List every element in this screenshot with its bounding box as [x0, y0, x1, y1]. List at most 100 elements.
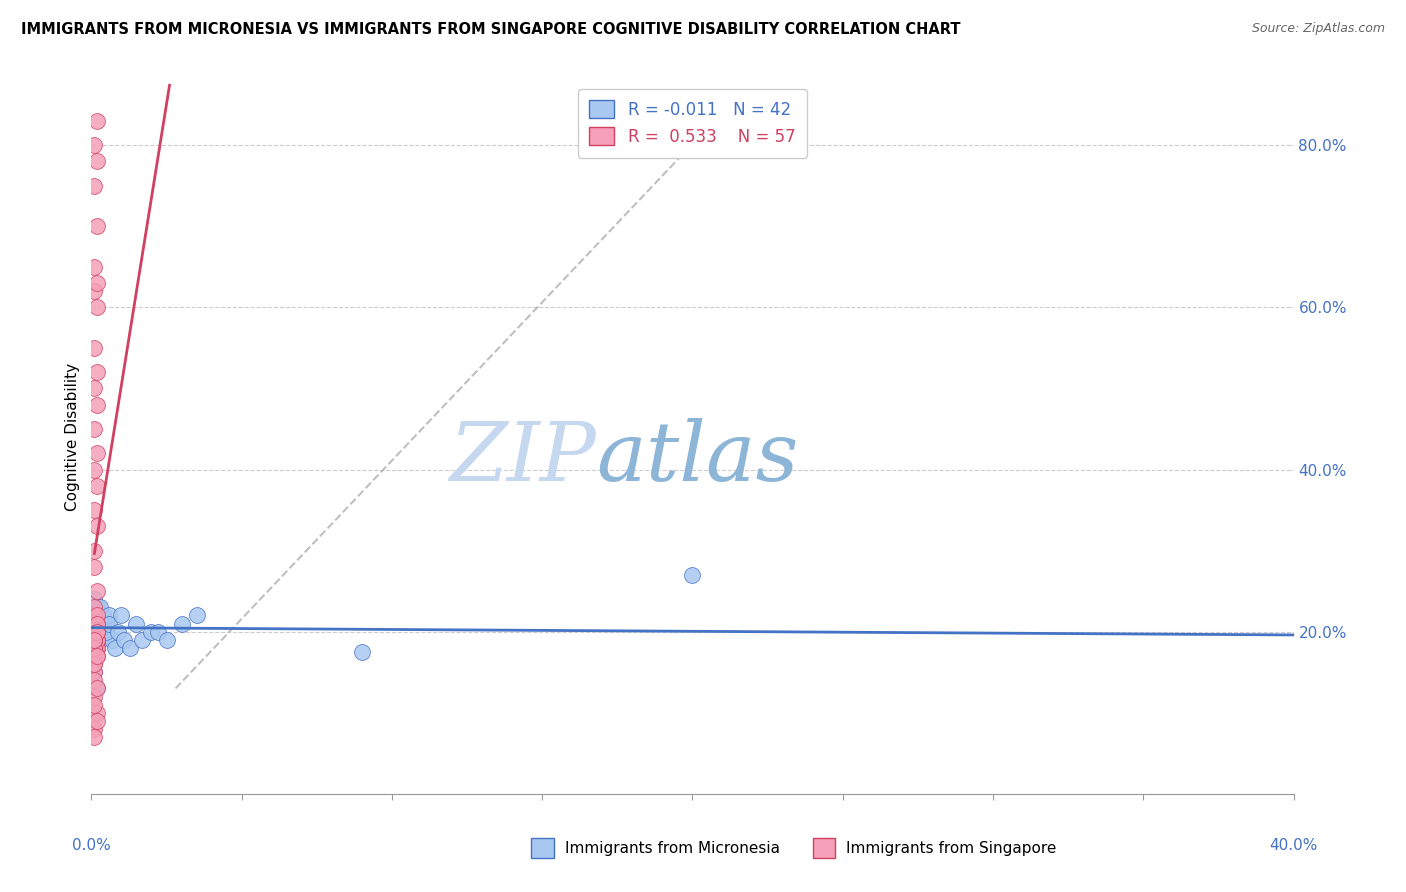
- Point: [86, 624, 108, 639]
- Point: [170, 616, 193, 631]
- Point: [83, 624, 105, 639]
- Text: Source: ZipAtlas.com: Source: ZipAtlas.com: [1251, 22, 1385, 36]
- Text: 40.0%: 40.0%: [1270, 838, 1317, 854]
- Point: [86, 446, 108, 460]
- Point: [83, 381, 105, 395]
- Point: [83, 640, 105, 655]
- Point: [83, 657, 105, 672]
- Point: [86, 219, 108, 234]
- Point: [155, 632, 177, 647]
- Point: [86, 681, 108, 696]
- Point: [86, 479, 108, 493]
- Point: [83, 559, 105, 574]
- Point: [83, 341, 105, 355]
- Point: [86, 624, 108, 639]
- Point: [83, 640, 105, 655]
- Point: [83, 665, 105, 680]
- Point: [86, 616, 108, 631]
- Point: [681, 568, 703, 582]
- Point: [83, 543, 105, 558]
- Point: [86, 616, 108, 631]
- Point: [86, 640, 108, 655]
- Text: 0.0%: 0.0%: [72, 838, 111, 854]
- Point: [89, 624, 111, 639]
- Text: Immigrants from Micronesia: Immigrants from Micronesia: [565, 841, 780, 855]
- Point: [83, 592, 105, 607]
- Point: [86, 365, 108, 379]
- Point: [83, 690, 105, 704]
- Point: [86, 648, 108, 663]
- Point: [86, 632, 108, 647]
- Point: [86, 113, 108, 128]
- Point: [83, 665, 105, 680]
- Point: [83, 616, 105, 631]
- Text: atlas: atlas: [596, 418, 799, 499]
- Text: IMMIGRANTS FROM MICRONESIA VS IMMIGRANTS FROM SINGAPORE COGNITIVE DISABILITY COR: IMMIGRANTS FROM MICRONESIA VS IMMIGRANTS…: [21, 22, 960, 37]
- Point: [86, 608, 108, 623]
- Point: [141, 624, 163, 639]
- Point: [83, 503, 105, 517]
- Point: [83, 722, 105, 736]
- Point: [101, 632, 124, 647]
- Point: [107, 624, 129, 639]
- Point: [83, 648, 105, 663]
- Point: [83, 648, 105, 663]
- Point: [86, 616, 108, 631]
- Point: [83, 600, 105, 615]
- Point: [83, 138, 105, 153]
- Point: [86, 301, 108, 315]
- Point: [86, 632, 108, 647]
- Text: Immigrants from Singapore: Immigrants from Singapore: [846, 841, 1057, 855]
- Point: [93, 608, 115, 623]
- Point: [86, 600, 108, 615]
- Point: [89, 624, 111, 639]
- Point: [86, 624, 108, 639]
- Point: [96, 616, 118, 631]
- Point: [86, 681, 108, 696]
- Text: ZIP: ZIP: [450, 418, 596, 499]
- Point: [83, 673, 105, 688]
- Point: [86, 608, 108, 623]
- Point: [146, 624, 169, 639]
- Point: [86, 519, 108, 533]
- Point: [83, 422, 105, 436]
- Point: [86, 616, 108, 631]
- Point: [86, 706, 108, 720]
- Point: [89, 600, 111, 615]
- Point: [98, 616, 121, 631]
- Point: [120, 640, 142, 655]
- Point: [89, 632, 111, 647]
- Point: [83, 616, 105, 631]
- Legend: R = -0.011   N = 42, R =  0.533    N = 57: R = -0.011 N = 42, R = 0.533 N = 57: [578, 88, 807, 158]
- Point: [86, 398, 108, 412]
- Point: [86, 640, 108, 655]
- Point: [93, 624, 115, 639]
- Point: [125, 616, 148, 631]
- Point: [83, 730, 105, 744]
- Point: [83, 698, 105, 712]
- Point: [104, 640, 127, 655]
- Point: [86, 154, 108, 169]
- Point: [83, 624, 105, 639]
- Point: [83, 178, 105, 193]
- Point: [83, 632, 105, 647]
- Point: [86, 584, 108, 599]
- Point: [89, 608, 111, 623]
- Point: [86, 640, 108, 655]
- Point: [86, 648, 108, 663]
- Point: [83, 632, 105, 647]
- Point: [131, 632, 153, 647]
- Point: [86, 624, 108, 639]
- Point: [96, 624, 118, 639]
- Point: [83, 640, 105, 655]
- Point: [86, 276, 108, 290]
- Point: [86, 714, 108, 728]
- Point: [83, 462, 105, 476]
- Y-axis label: Cognitive Disability: Cognitive Disability: [65, 363, 80, 511]
- Point: [114, 632, 136, 647]
- Point: [86, 624, 108, 639]
- Point: [83, 608, 105, 623]
- Point: [83, 632, 105, 647]
- Point: [83, 260, 105, 274]
- Point: [86, 632, 108, 647]
